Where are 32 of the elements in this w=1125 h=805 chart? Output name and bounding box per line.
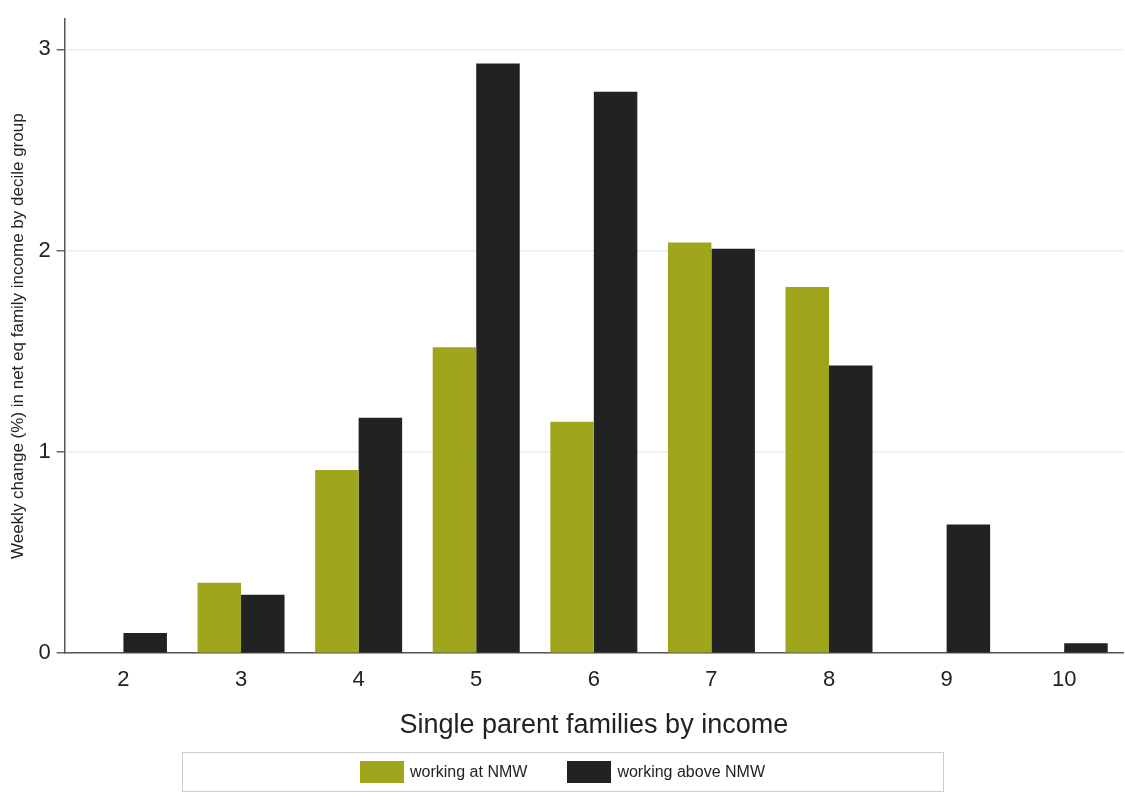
bar — [197, 582, 242, 653]
bar — [667, 242, 712, 653]
bar — [829, 365, 873, 653]
y-tick-label: 2 — [38, 236, 51, 262]
x-tick-label: 6 — [587, 666, 600, 692]
bar — [241, 594, 285, 653]
bar — [358, 417, 403, 653]
bar — [711, 248, 755, 653]
x-tick-label: 7 — [705, 666, 718, 692]
bar — [315, 470, 359, 653]
bar — [550, 421, 594, 653]
legend-label: working at NMW — [410, 763, 528, 781]
bar — [785, 286, 830, 653]
x-tick-label: 2 — [117, 666, 130, 692]
y-tick-label: 3 — [38, 35, 51, 61]
x-tick-label: 4 — [352, 666, 365, 692]
x-tick-label: 5 — [470, 666, 483, 692]
x-axis-title: Single parent families by income — [399, 709, 789, 740]
y-axis-title: Weekly change (%) in net eq family income by decile group — [7, 113, 27, 560]
x-tick-label: 8 — [822, 666, 836, 692]
y-tick-label: 1 — [38, 437, 51, 463]
bar — [593, 91, 638, 653]
legend-label: working above NMW — [617, 763, 765, 781]
bar — [123, 633, 167, 653]
x-tick-label: 3 — [234, 666, 248, 692]
x-tick-label: 9 — [940, 666, 953, 692]
bar — [476, 63, 520, 653]
y-tick-label: 0 — [38, 639, 51, 665]
bar — [946, 524, 991, 653]
bar — [1064, 643, 1108, 653]
bar — [432, 347, 477, 653]
x-tick-label: 10 — [1051, 666, 1077, 692]
